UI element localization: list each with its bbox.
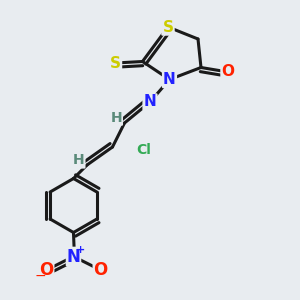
Text: N: N — [144, 94, 156, 110]
Text: Cl: Cl — [136, 143, 152, 157]
Text: −: − — [34, 268, 46, 282]
Text: O: O — [93, 261, 108, 279]
Text: N: N — [67, 248, 80, 266]
Text: +: + — [76, 245, 85, 255]
Text: O: O — [39, 261, 54, 279]
Text: H: H — [73, 154, 84, 167]
Text: S: S — [163, 20, 173, 34]
Text: O: O — [221, 64, 235, 80]
Text: H: H — [110, 111, 122, 124]
Text: S: S — [110, 56, 121, 70]
Text: N: N — [163, 72, 176, 87]
